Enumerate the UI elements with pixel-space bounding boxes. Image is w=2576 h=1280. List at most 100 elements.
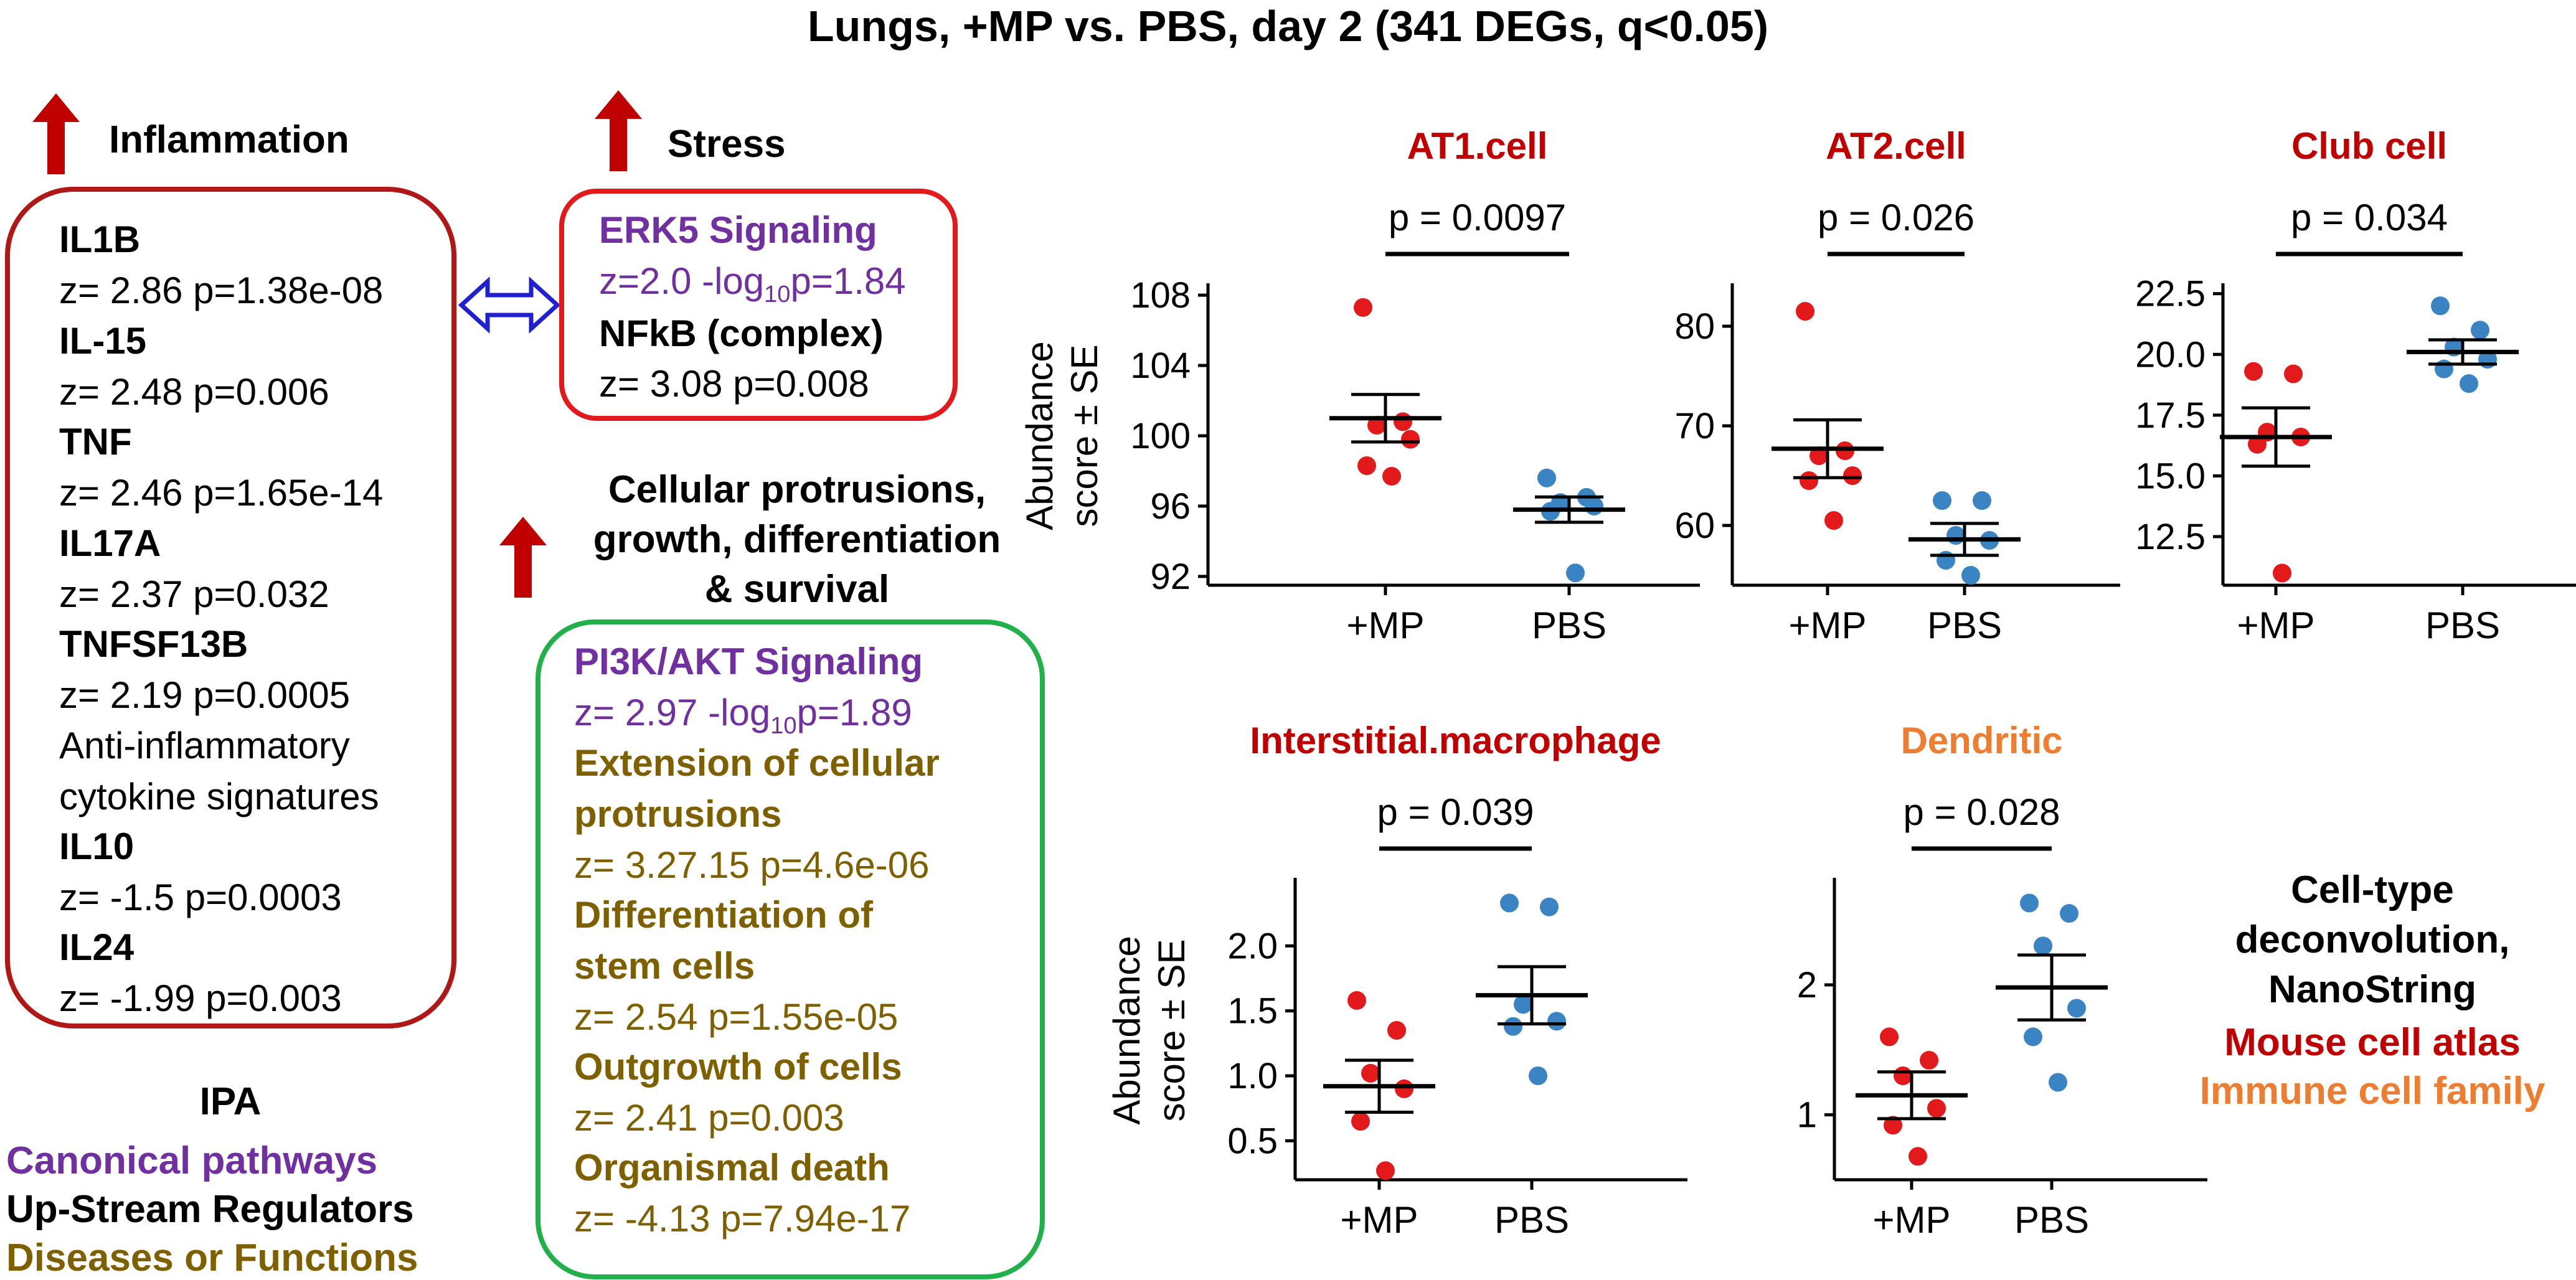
up-arrow-icon bbox=[499, 517, 547, 598]
y-tick-label: 104 bbox=[1130, 346, 1191, 386]
x-tick-label: PBS bbox=[2014, 1199, 2089, 1241]
data-point bbox=[1880, 1027, 1899, 1047]
data-point bbox=[1843, 466, 1862, 485]
y-tick-label: 80 bbox=[1674, 306, 1715, 347]
data-point bbox=[1946, 526, 1965, 545]
cellular-pathway-stat: z= 2.97 -log10p=1.89 bbox=[574, 692, 912, 739]
y-axis-label: Abundance bbox=[1106, 936, 1148, 1125]
p-value-label: p = 0.039 bbox=[1377, 791, 1534, 833]
ipa-legend-upstream: Up-Stream Regulators bbox=[6, 1188, 414, 1231]
anti-inflammatory-label: cytokine signatures bbox=[59, 776, 379, 817]
deconv-legend-line: NanoString bbox=[2268, 968, 2477, 1011]
data-point bbox=[1367, 416, 1386, 435]
y-axis-label: Abundance bbox=[1019, 341, 1060, 530]
data-point bbox=[1347, 991, 1366, 1010]
data-point bbox=[1529, 1066, 1547, 1086]
data-point bbox=[1933, 491, 1951, 510]
p-value-label: p = 0.028 bbox=[1904, 791, 2060, 833]
anti-inflammatory-item-name: IL10 bbox=[59, 826, 134, 867]
data-point bbox=[1920, 1051, 1938, 1070]
data-point bbox=[1537, 468, 1556, 487]
function-name: Outgrowth of cells bbox=[574, 1046, 902, 1088]
data-point bbox=[2284, 364, 2303, 384]
anti-inflammatory-item-stat: z= -1.5 p=0.0003 bbox=[59, 877, 342, 918]
function-name: Differentiation of bbox=[574, 894, 873, 936]
function-name: stem cells bbox=[574, 945, 755, 987]
ipa-legend-title: IPA bbox=[199, 1080, 262, 1123]
chart-title: AT2.cell bbox=[1826, 125, 1966, 167]
data-point bbox=[1351, 1112, 1370, 1131]
y-tick-label: 0.5 bbox=[1227, 1121, 1278, 1161]
x-tick-label: +MP bbox=[1340, 1199, 1418, 1241]
x-tick-label: PBS bbox=[1927, 605, 2002, 646]
y-tick-label: 12.5 bbox=[2135, 517, 2206, 557]
cellular-pathway-name: PI3K/AKT Signaling bbox=[574, 641, 923, 682]
figure-title: Lungs, +MP vs. PBS, day 2 (341 DEGs, q<0… bbox=[807, 2, 1769, 50]
up-arrow-icon bbox=[32, 93, 80, 174]
inflammation-item-stat: z= 2.19 p=0.0005 bbox=[59, 674, 351, 716]
y-tick-label: 15.0 bbox=[2135, 456, 2206, 496]
function-stat: z= -4.13 p=7.94e-17 bbox=[574, 1198, 911, 1240]
inflammation-header: Inflammation bbox=[109, 118, 349, 161]
double-arrow-icon bbox=[458, 276, 561, 334]
inflammation-item-stat: z= 2.37 p=0.032 bbox=[59, 573, 329, 615]
inflammation-item-name: TNF bbox=[59, 421, 132, 463]
data-point bbox=[1547, 1012, 1566, 1031]
data-point bbox=[2431, 296, 2450, 316]
deconv-legend-mouse: Mouse cell atlas bbox=[2224, 1021, 2521, 1064]
y-tick-label: 100 bbox=[1130, 416, 1191, 456]
data-point bbox=[1800, 471, 1818, 490]
function-stat: z= 3.27.15 p=4.6e-06 bbox=[574, 844, 930, 886]
data-point bbox=[1884, 1116, 1902, 1135]
inflammation-item-stat: z= 2.46 p=1.65e-14 bbox=[59, 472, 384, 514]
x-tick-label: PBS bbox=[1532, 605, 1606, 646]
data-point bbox=[2273, 563, 2291, 583]
inflammation-item-name: IL17A bbox=[59, 522, 161, 564]
chart-title: AT1.cell bbox=[1407, 125, 1548, 167]
ipa-legend-canonical: Canonical pathways bbox=[6, 1139, 378, 1182]
data-point bbox=[1357, 456, 1376, 475]
p-value-label: p = 0.026 bbox=[1818, 197, 1974, 238]
stress-regulator-stat: z= 3.08 p=0.008 bbox=[599, 363, 869, 405]
x-tick-label: PBS bbox=[2425, 605, 2500, 646]
data-point bbox=[2248, 435, 2267, 454]
inflammation-item-stat: z= 2.48 p=0.006 bbox=[59, 371, 329, 413]
data-point bbox=[1395, 1079, 1413, 1098]
p-value-label: p = 0.0097 bbox=[1389, 197, 1566, 238]
y-tick-label: 17.5 bbox=[2135, 395, 2206, 436]
data-point bbox=[2435, 359, 2453, 379]
function-stat: z= 2.41 p=0.003 bbox=[574, 1097, 844, 1139]
deconv-legend-immune: Immune cell family bbox=[2199, 1070, 2545, 1113]
x-tick-label: +MP bbox=[1872, 1199, 1950, 1241]
y-tick-label: 60 bbox=[1674, 506, 1715, 546]
data-point bbox=[1908, 1147, 1927, 1166]
cellular-box bbox=[535, 619, 1045, 1279]
data-point bbox=[2020, 893, 2039, 913]
data-point bbox=[2034, 936, 2052, 956]
data-point bbox=[1927, 1099, 1946, 1118]
anti-inflammatory-label: Anti-inflammatory bbox=[59, 725, 350, 766]
inflammation-box bbox=[5, 187, 456, 1028]
up-arrow-icon bbox=[595, 90, 642, 171]
y-tick-label: 92 bbox=[1150, 557, 1191, 597]
data-point bbox=[2244, 362, 2263, 381]
data-point bbox=[1824, 511, 1843, 530]
data-point bbox=[1401, 430, 1420, 449]
data-point bbox=[1566, 563, 1585, 583]
data-point bbox=[1504, 1017, 1522, 1036]
y-tick-label: 96 bbox=[1150, 486, 1191, 527]
data-point bbox=[1514, 995, 1532, 1014]
y-tick-label: 22.5 bbox=[2135, 274, 2206, 314]
function-name: Extension of cellular bbox=[574, 742, 940, 784]
data-point bbox=[2049, 1073, 2067, 1092]
data-point bbox=[1809, 446, 1828, 465]
x-tick-label: PBS bbox=[1494, 1199, 1569, 1241]
y-tick-label: 1.0 bbox=[1227, 1056, 1278, 1096]
data-point bbox=[1961, 566, 1980, 585]
data-point bbox=[1894, 1066, 1912, 1086]
data-point bbox=[1500, 893, 1519, 913]
anti-inflammatory-item-name: IL24 bbox=[59, 926, 134, 968]
y-tick-label: 2 bbox=[1797, 965, 1817, 1005]
